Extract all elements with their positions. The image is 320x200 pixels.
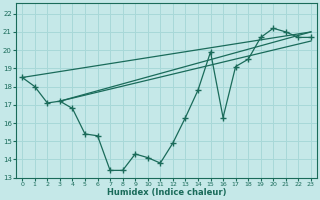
X-axis label: Humidex (Indice chaleur): Humidex (Indice chaleur) (107, 188, 226, 197)
